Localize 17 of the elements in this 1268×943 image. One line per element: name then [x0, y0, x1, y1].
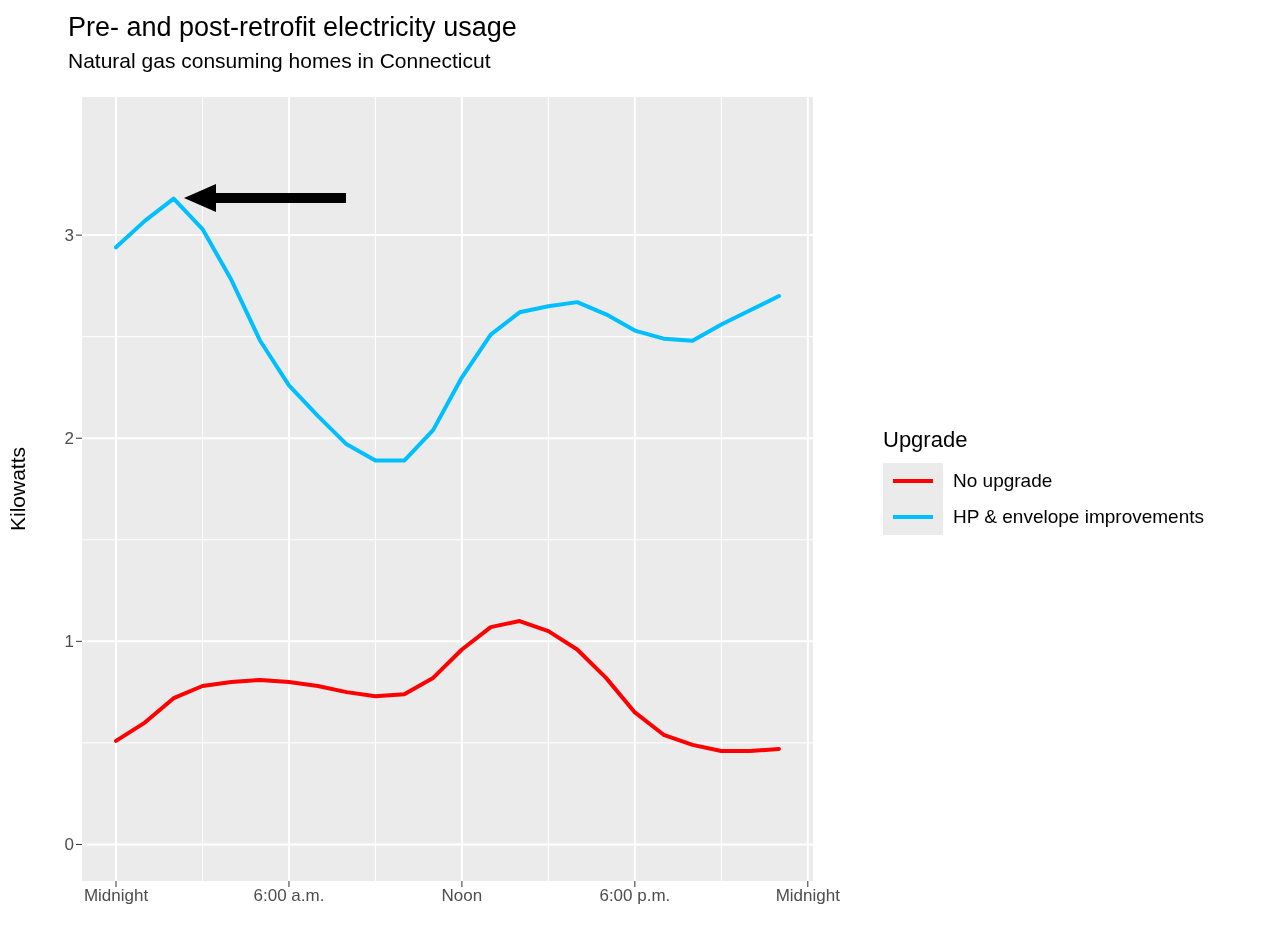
line-series	[114, 196, 781, 463]
x-tick-label: Noon	[441, 886, 483, 906]
y-tick-label: 2	[64, 429, 74, 449]
y-tick-label: 3	[64, 226, 74, 246]
x-tick-label: 6:00 a.m.	[253, 886, 325, 906]
legend-label: No upgrade	[953, 470, 1053, 492]
y-tick-label: 1	[64, 632, 74, 652]
x-tick-label: Midnight	[775, 886, 841, 906]
x-tick-label: 6:00 p.m.	[599, 886, 671, 906]
y-tick-label: 0	[64, 835, 74, 855]
chart-subtitle: Natural gas consuming homes in Connecticut	[68, 49, 492, 73]
line-series	[114, 619, 781, 754]
y-axis-title: Kilowatts	[6, 446, 30, 532]
legend-label: HP & envelope improvements	[953, 506, 1204, 528]
x-tick-label: Midnight	[83, 886, 149, 906]
legend-title: Upgrade	[883, 427, 969, 453]
chart-title: Pre- and post-retrofit electricity usage	[68, 12, 518, 43]
